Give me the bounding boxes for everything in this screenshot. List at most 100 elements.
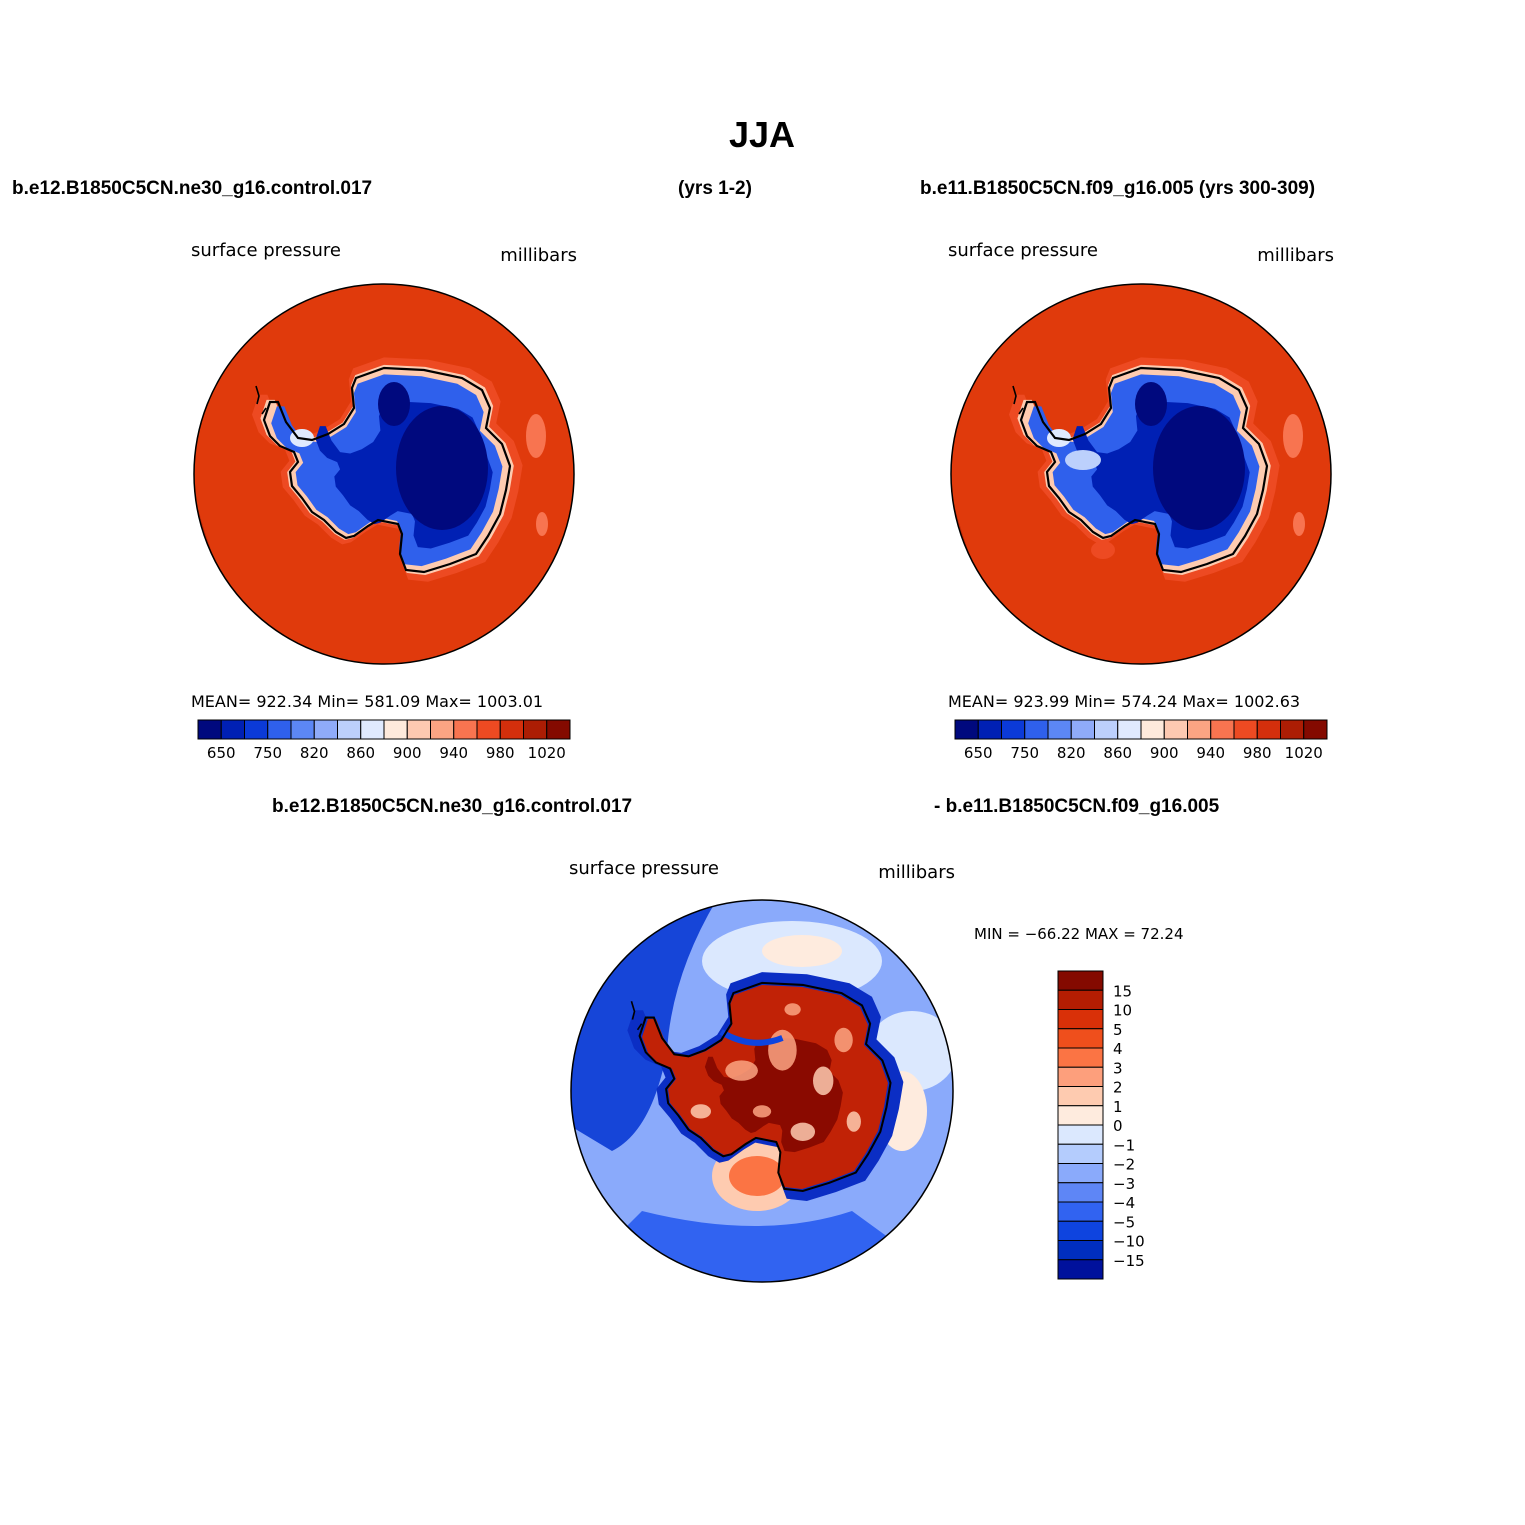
- diff-stats: MIN = −66.22 MAX = 72.24: [974, 925, 1184, 943]
- header-diff-right: - b.e11.B1850C5CN.f09_g16.005: [934, 796, 1220, 817]
- ocean-high-spot: [1283, 414, 1303, 458]
- colorbar-tick-label: 1: [1113, 1098, 1123, 1116]
- colorbar-cell: [1057, 1259, 1104, 1280]
- colorbar-tick-label: 750: [253, 744, 282, 762]
- header-diff-left: b.e12.B1850C5CN.ne30_g16.control.017: [272, 796, 632, 817]
- colorbar-tick-label: −10: [1113, 1233, 1145, 1251]
- colorbar-tick-label: 750: [1010, 744, 1039, 762]
- left-colorbar: 650 750 820 860 900 940 980 1020: [197, 719, 571, 762]
- right-colorbar: 650 750 820 860 900 940 980 1020: [954, 719, 1328, 762]
- colorbar-tick-label: 860: [346, 744, 375, 762]
- colorbar-cell: [1057, 1143, 1104, 1164]
- ocean-high-spot: [526, 414, 546, 458]
- colorbar-cell: [383, 719, 408, 740]
- colorbar-cell: [290, 719, 315, 740]
- colorbar-cell: [1057, 1066, 1104, 1087]
- land-variability-spot: [790, 1122, 816, 1141]
- ocean-anomaly-spot: [1091, 541, 1115, 559]
- colorbar-cell: [267, 719, 292, 740]
- left-stats: MEAN= 922.34 Min= 581.09 Max= 1003.01: [191, 692, 543, 711]
- land-variability-spot: [768, 1029, 797, 1071]
- colorbar-cell: [1057, 989, 1104, 1010]
- colorbar-tick-label: 940: [1196, 744, 1225, 762]
- header-years-left: (yrs 1-2): [678, 178, 752, 199]
- colorbar-tick-label: 980: [486, 744, 515, 762]
- colorbar-tick-label: 10: [1113, 1002, 1132, 1020]
- colorbar-cell: [220, 719, 245, 740]
- ocean-positive-south-core: [729, 1156, 785, 1196]
- colorbar-tick-label: 1020: [528, 744, 566, 762]
- colorbar-cell: [1057, 1047, 1104, 1068]
- south-america-tip: [630, 1001, 643, 1031]
- colorbar-cell: [313, 719, 338, 740]
- colorbar-cell: [1001, 719, 1026, 740]
- land-variability-spot: [752, 1105, 772, 1118]
- colorbar-cell: [1057, 1163, 1104, 1184]
- colorbar-cell: [1256, 719, 1281, 740]
- colorbar-cell: [1140, 719, 1165, 740]
- left-map-border: [193, 283, 575, 665]
- header-case-right: b.e11.B1850C5CN.f09_g16.005 (yrs 300-309…: [920, 178, 1315, 199]
- diff-units-label: millibars: [878, 862, 955, 883]
- colorbar-cell: [1117, 719, 1142, 740]
- colorbar-tick-label: 820: [300, 744, 329, 762]
- colorbar-cell: [1163, 719, 1188, 740]
- land-variability-spot: [725, 1060, 758, 1081]
- colorbar-tick-label: 5: [1113, 1021, 1123, 1039]
- colorbar-cell: [1210, 719, 1235, 740]
- land-variability-spot: [813, 1066, 834, 1096]
- colorbar-tick-label: −15: [1113, 1252, 1145, 1270]
- colorbar-cell: [430, 719, 455, 740]
- colorbar-cell: [954, 719, 979, 740]
- figure-title: JJA: [729, 114, 795, 155]
- colorbar-cell: [1094, 719, 1119, 740]
- ocean-positive-north: [762, 935, 842, 967]
- colorbar-cell: [197, 719, 222, 740]
- colorbar-cell: [499, 719, 524, 740]
- colorbar-cell: [1057, 1086, 1104, 1107]
- colorbar-cell: [1070, 719, 1095, 740]
- ocean-high-spot-2: [1293, 512, 1305, 536]
- ocean-high-spot-2: [536, 512, 548, 536]
- colorbar-cell: [1024, 719, 1049, 740]
- interior-band-650: [1153, 406, 1245, 530]
- antarctica-continent: [199, 357, 548, 582]
- antarctica-continent: [956, 357, 1305, 582]
- colorbar-cell: [1057, 1105, 1104, 1126]
- interior-band-650-north: [378, 382, 410, 426]
- colorbar-cell: [1057, 1182, 1104, 1203]
- colorbar-tick-label: 15: [1113, 982, 1132, 1000]
- colorbar-tick-label: −5: [1113, 1213, 1135, 1231]
- interior-band-650-north: [1135, 382, 1167, 426]
- colorbar-cell: [1057, 1028, 1104, 1049]
- right-units-label: millibars: [1257, 245, 1334, 266]
- colorbar-cell: [1057, 1201, 1104, 1222]
- colorbar-cell: [1233, 719, 1258, 740]
- colorbar-cell: [1047, 719, 1072, 740]
- colorbar-cell: [977, 719, 1002, 740]
- colorbar-tick-label: 1020: [1285, 744, 1323, 762]
- colorbar-tick-label: 650: [207, 744, 236, 762]
- colorbar-tick-label: 900: [1150, 744, 1179, 762]
- colorbar-cell: [453, 719, 478, 740]
- land-negative-streak: [719, 1029, 784, 1046]
- colorbar-tick-label: 2: [1113, 1079, 1123, 1097]
- colorbar-tick-label: −3: [1113, 1175, 1135, 1193]
- colorbar-cell: [244, 719, 269, 740]
- colorbar-tick-label: 650: [964, 744, 993, 762]
- right-variable-label: surface pressure: [948, 240, 1098, 261]
- colorbar-cell: [1057, 1124, 1104, 1145]
- colorbar-tick-label: 0: [1113, 1117, 1123, 1135]
- land-variability-spot: [846, 1111, 861, 1132]
- colorbar-cell: [1057, 970, 1104, 991]
- colorbar-tick-label: 860: [1103, 744, 1132, 762]
- colorbar-cell: [476, 719, 501, 740]
- colorbar-tick-label: −4: [1113, 1194, 1135, 1212]
- land-variability-spot: [784, 1003, 801, 1016]
- colorbar-cell: [1057, 1220, 1104, 1241]
- colorbar-cell: [523, 719, 548, 740]
- diff-polar-map: [571, 900, 953, 1282]
- interior-band-650: [396, 406, 488, 530]
- left-variable-label: surface pressure: [191, 240, 341, 261]
